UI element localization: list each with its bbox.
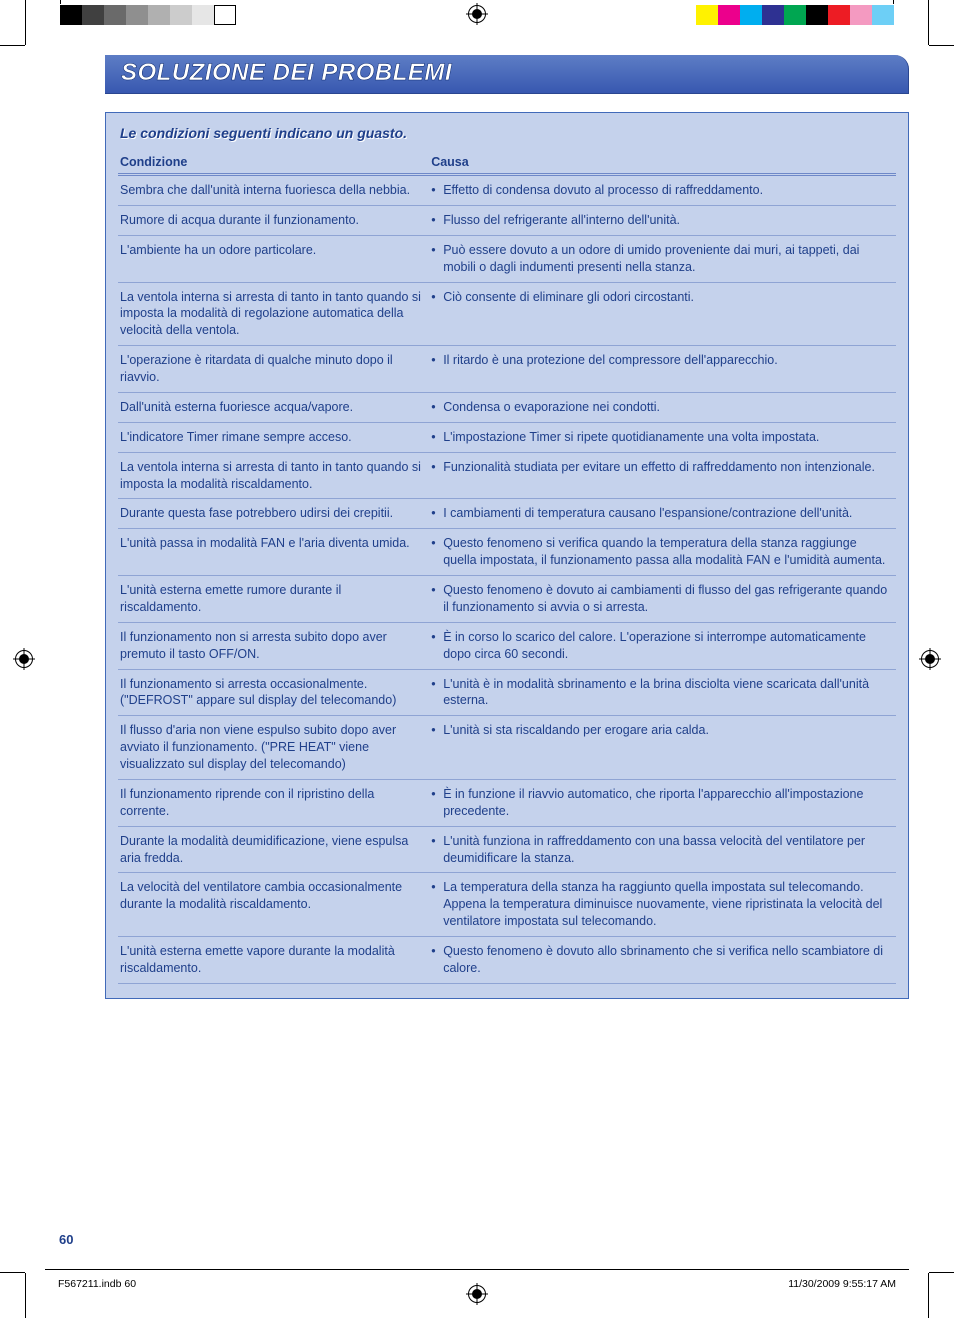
cause-cell: L'impostazione Timer si ripete quotidian…: [429, 422, 896, 452]
cause-item: Condensa o evaporazione nei condotti.: [431, 399, 890, 416]
cause-cell: Effetto di condensa dovuto al processo d…: [429, 175, 896, 206]
troubleshooting-table: Condizione Causa Sembra che dall'unità i…: [118, 151, 896, 984]
cause-item: Effetto di condensa dovuto al processo d…: [431, 182, 890, 199]
cause-item: Il ritardo è una protezione del compress…: [431, 352, 890, 369]
cause-item: Flusso del refrigerante all'interno dell…: [431, 212, 890, 229]
cause-item: L'unità si sta riscaldando per erogare a…: [431, 722, 890, 739]
column-header-cause: Causa: [429, 151, 896, 175]
table-row: La ventola interna si arresta di tanto i…: [118, 452, 896, 499]
cause-item: L'unità funziona in raffreddamento con u…: [431, 833, 890, 867]
cause-item: È in funzione il riavvio automatico, che…: [431, 786, 890, 820]
table-row: Sembra che dall'unità interna fuoriesca …: [118, 175, 896, 206]
cause-cell: È in corso lo scarico del calore. L'oper…: [429, 622, 896, 669]
table-row: L'unità esterna emette vapore durante la…: [118, 937, 896, 984]
table-row: L'ambiente ha un odore particolare.Può e…: [118, 235, 896, 282]
cause-cell: È in funzione il riavvio automatico, che…: [429, 779, 896, 826]
footer-file: F567211.indb 60: [58, 1278, 136, 1290]
condition-cell: L'indicatore Timer rimane sempre acceso.: [118, 422, 429, 452]
condition-cell: Il funzionamento non si arresta subito d…: [118, 622, 429, 669]
table-body: Sembra che dall'unità interna fuoriesca …: [118, 175, 896, 984]
cause-cell: Funzionalità studiata per evitare un eff…: [429, 452, 896, 499]
cause-cell: L'unità si sta riscaldando per erogare a…: [429, 716, 896, 780]
condition-cell: L'unità esterna emette rumore durante il…: [118, 576, 429, 623]
condition-cell: La ventola interna si arresta di tanto i…: [118, 282, 429, 346]
cause-item: Ciò consente di eliminare gli odori circ…: [431, 289, 890, 306]
table-row: Il funzionamento non si arresta subito d…: [118, 622, 896, 669]
table-row: Durante questa fase potrebbero udirsi de…: [118, 499, 896, 529]
table-row: La ventola interna si arresta di tanto i…: [118, 282, 896, 346]
cause-item: Questo fenomeno è dovuto ai cambiamenti …: [431, 582, 890, 616]
registration-mark-icon: [468, 1285, 486, 1303]
table-row: Rumore di acqua durante il funzionamento…: [118, 205, 896, 235]
table-row: Durante la modalità deumidificazione, vi…: [118, 826, 896, 873]
cause-item: I cambiamenti di temperatura causano l'e…: [431, 505, 890, 522]
page-number: 60: [59, 1232, 73, 1247]
cause-cell: Il ritardo è una protezione del compress…: [429, 346, 896, 393]
condition-cell: Durante questa fase potrebbero udirsi de…: [118, 499, 429, 529]
condition-cell: Il funzionamento si arresta occasionalme…: [118, 669, 429, 716]
cause-cell: La temperatura della stanza ha raggiunto…: [429, 873, 896, 937]
color-bar-right: [696, 5, 894, 25]
condition-cell: Il funzionamento riprende con il riprist…: [118, 779, 429, 826]
cause-cell: L'unità è in modalità sbrinamento e la b…: [429, 669, 896, 716]
registration-mark-icon: [15, 650, 33, 668]
cause-item: L'impostazione Timer si ripete quotidian…: [431, 429, 890, 446]
condition-cell: Il flusso d'aria non viene espulso subit…: [118, 716, 429, 780]
condition-cell: L'ambiente ha un odore particolare.: [118, 235, 429, 282]
table-row: Il funzionamento si arresta occasionalme…: [118, 669, 896, 716]
page-content: SOLUZIONE DEI PROBLEMI Le condizioni seg…: [45, 55, 909, 1273]
condition-cell: La ventola interna si arresta di tanto i…: [118, 452, 429, 499]
cause-item: La temperatura della stanza ha raggiunto…: [431, 879, 890, 930]
footer-timestamp: 11/30/2009 9:55:17 AM: [788, 1278, 896, 1290]
cause-cell: Flusso del refrigerante all'interno dell…: [429, 205, 896, 235]
footer-rule: [45, 1269, 909, 1270]
table-row: Il funzionamento riprende con il riprist…: [118, 779, 896, 826]
table-row: Dall'unità esterna fuoriesce acqua/vapor…: [118, 392, 896, 422]
condition-cell: Durante la modalità deumidificazione, vi…: [118, 826, 429, 873]
section-title: SOLUZIONE DEI PROBLEMI: [121, 59, 892, 87]
cause-cell: Condensa o evaporazione nei condotti.: [429, 392, 896, 422]
condition-cell: L'unità passa in modalità FAN e l'aria d…: [118, 529, 429, 576]
column-header-condition: Condizione: [118, 151, 429, 175]
troubleshooting-panel: Le condizioni seguenti indicano un guast…: [105, 112, 909, 999]
panel-subtitle: Le condizioni seguenti indicano un guast…: [120, 125, 896, 141]
cause-cell: Ciò consente di eliminare gli odori circ…: [429, 282, 896, 346]
section-title-bar: SOLUZIONE DEI PROBLEMI: [105, 55, 909, 94]
cause-item: Funzionalità studiata per evitare un eff…: [431, 459, 890, 476]
color-bar-left: [60, 5, 236, 25]
condition-cell: Dall'unità esterna fuoriesce acqua/vapor…: [118, 392, 429, 422]
table-row: Il flusso d'aria non viene espulso subit…: [118, 716, 896, 780]
cause-item: Questo fenomeno è dovuto allo sbrinament…: [431, 943, 890, 977]
cause-cell: Questo fenomeno è dovuto ai cambiamenti …: [429, 576, 896, 623]
cause-item: Questo fenomeno si verifica quando la te…: [431, 535, 890, 569]
table-row: La velocità del ventilatore cambia occas…: [118, 873, 896, 937]
cause-item: Può essere dovuto a un odore di umido pr…: [431, 242, 890, 276]
cause-cell: Questo fenomeno è dovuto allo sbrinament…: [429, 937, 896, 984]
cause-cell: I cambiamenti di temperatura causano l'e…: [429, 499, 896, 529]
condition-cell: Rumore di acqua durante il funzionamento…: [118, 205, 429, 235]
cause-cell: Questo fenomeno si verifica quando la te…: [429, 529, 896, 576]
cause-item: L'unità è in modalità sbrinamento e la b…: [431, 676, 890, 710]
condition-cell: L'unità esterna emette vapore durante la…: [118, 937, 429, 984]
table-row: L'operazione è ritardata di qualche minu…: [118, 346, 896, 393]
condition-cell: La velocità del ventilatore cambia occas…: [118, 873, 429, 937]
table-row: L'unità passa in modalità FAN e l'aria d…: [118, 529, 896, 576]
registration-mark-icon: [468, 5, 486, 23]
condition-cell: L'operazione è ritardata di qualche minu…: [118, 346, 429, 393]
table-row: L'indicatore Timer rimane sempre acceso.…: [118, 422, 896, 452]
cause-cell: L'unità funziona in raffreddamento con u…: [429, 826, 896, 873]
cause-item: È in corso lo scarico del calore. L'oper…: [431, 629, 890, 663]
table-row: L'unità esterna emette rumore durante il…: [118, 576, 896, 623]
registration-mark-icon: [921, 650, 939, 668]
condition-cell: Sembra che dall'unità interna fuoriesca …: [118, 175, 429, 206]
cause-cell: Può essere dovuto a un odore di umido pr…: [429, 235, 896, 282]
